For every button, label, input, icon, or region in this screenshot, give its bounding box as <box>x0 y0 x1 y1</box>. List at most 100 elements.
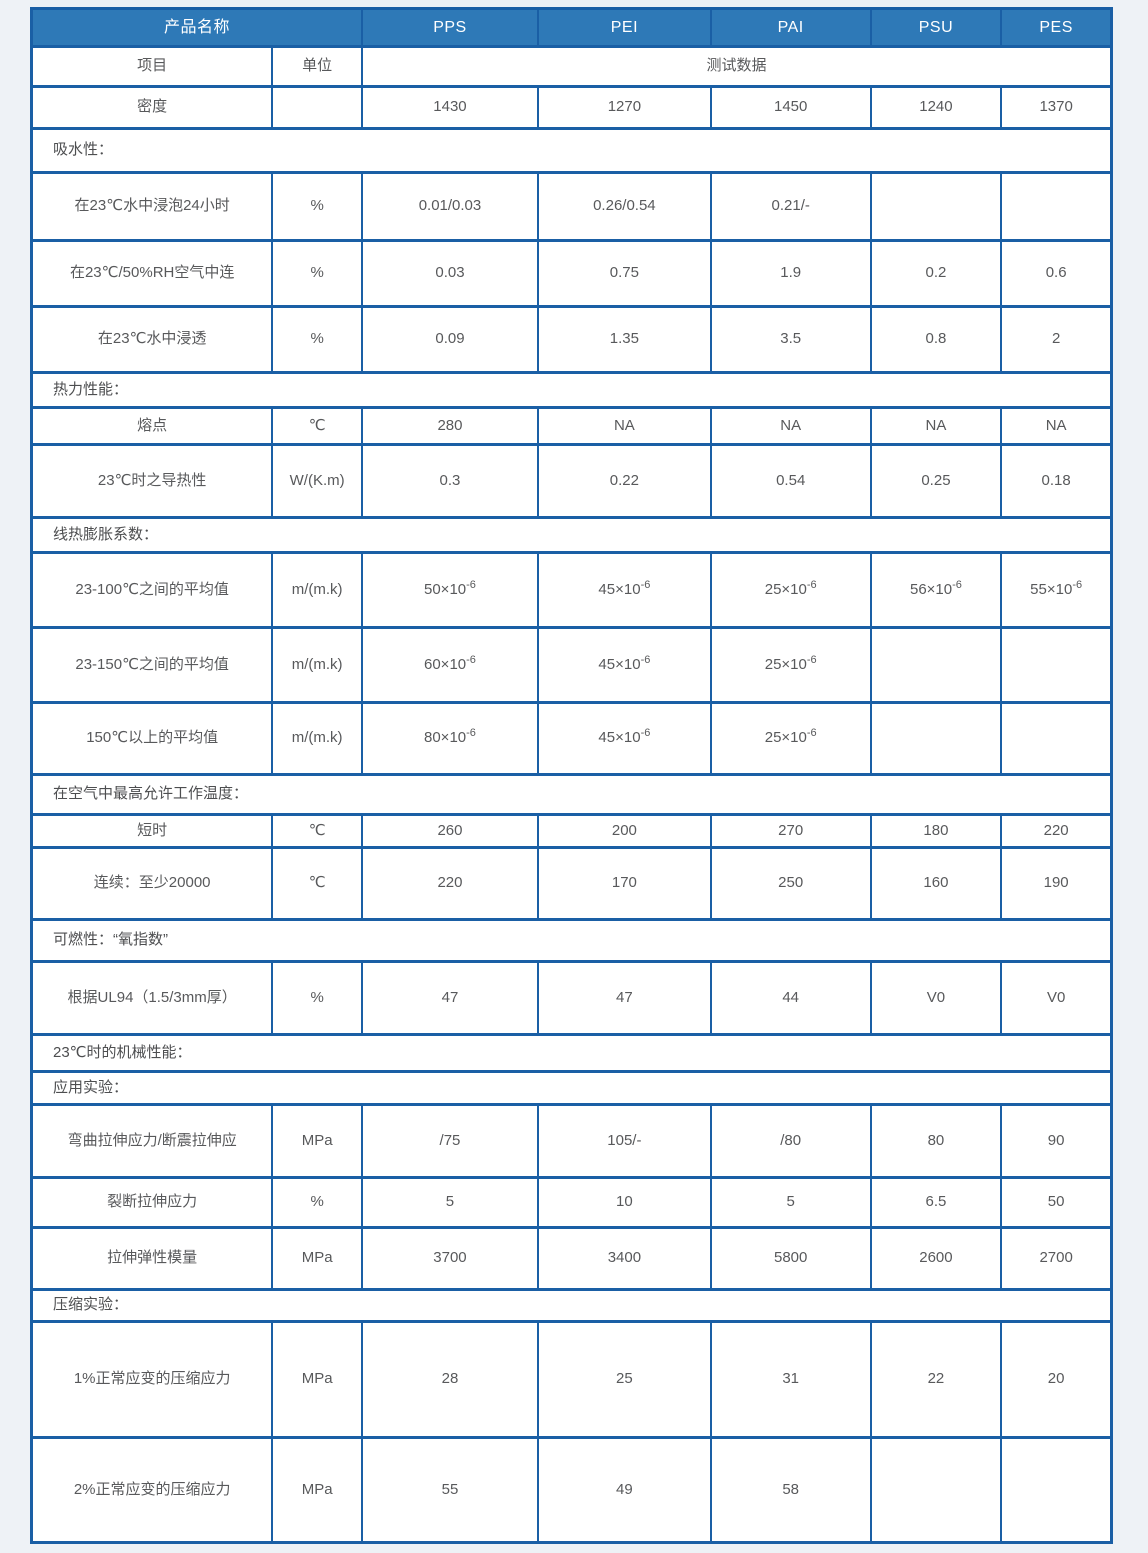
value-cell: /75 <box>360 1103 539 1179</box>
unit-cell: ℃ <box>271 813 363 849</box>
section-label: 应用实验： <box>30 1070 1113 1106</box>
value-cell: 25 <box>536 1320 712 1439</box>
value-cell: 180 <box>869 813 1003 849</box>
value-cell: 50 <box>1000 1176 1113 1229</box>
value-cell: 160 <box>869 846 1003 921</box>
section-label: 23℃时的机械性能： <box>30 1033 1113 1073</box>
unit-cell: m/(m.k) <box>271 551 363 629</box>
value-cell: 200 <box>536 813 712 849</box>
data-row: 在23℃水中浸泡24小时% 0.01/0.03 0.26/0.54 0.21/- <box>30 171 1113 242</box>
value-cell: 6.5 <box>869 1176 1003 1229</box>
row-label: 弯曲拉伸应力/断震拉伸应 <box>30 1103 274 1179</box>
row-label: 拉伸弹性模量 <box>30 1226 274 1291</box>
section-label: 在空气中最高允许工作温度： <box>30 773 1113 816</box>
test-data-header-cell: 测试数据 <box>360 45 1113 88</box>
data-row: 裂断拉伸应力% 5 10 5 6.5 50 <box>30 1176 1113 1229</box>
value-cell: 2 <box>1000 305 1113 374</box>
value-cell: 1370 <box>1000 85 1113 130</box>
value-cell: 31 <box>709 1320 872 1439</box>
product-name-cell: PEI <box>536 7 712 48</box>
value-cell: 49 <box>536 1436 712 1544</box>
section-row: 23℃时的机械性能： <box>30 1033 1113 1073</box>
value-cell: 80 <box>869 1103 1003 1179</box>
data-row: 密度 1430 1270 1450 1240 1370 <box>30 85 1113 130</box>
value-cell: 170 <box>536 846 712 921</box>
unit-cell: m/(m.k) <box>271 626 363 704</box>
data-row: 熔点 ℃ 280 NA NA NA NA <box>30 406 1113 446</box>
value-cell: 10 <box>536 1176 712 1229</box>
product-name-cell: PES <box>1000 7 1113 48</box>
value-cell: 25×10-6 <box>709 551 872 629</box>
unit-cell: ℃ <box>271 406 363 446</box>
value-cell: NA <box>1000 406 1113 446</box>
value-cell: 45×10-6 <box>536 626 712 704</box>
section-row: 应用实验： <box>30 1070 1113 1106</box>
row-label: 23-150℃之间的平均值 <box>30 626 274 704</box>
value-cell: NA <box>536 406 712 446</box>
row-label: 23-100℃之间的平均值 <box>30 551 274 629</box>
value-cell: 58 <box>709 1436 872 1544</box>
unit-cell <box>271 85 363 130</box>
value-cell <box>869 1436 1003 1544</box>
value-cell: 47 <box>360 960 539 1036</box>
products-header-row: 产品名称 PPS PEI PAI PSU PES <box>30 7 1113 48</box>
value-cell: 1450 <box>709 85 872 130</box>
value-cell: 1.9 <box>709 239 872 308</box>
value-cell: 0.26/0.54 <box>536 171 712 242</box>
unit-cell: MPa <box>271 1226 363 1291</box>
value-cell: 45×10-6 <box>536 701 712 776</box>
value-cell: 0.22 <box>536 443 712 519</box>
value-cell: 3700 <box>360 1226 539 1291</box>
value-cell: 45×10-6 <box>536 551 712 629</box>
data-row: 在23℃水中浸透% 0.09 1.35 3.5 0.8 2 <box>30 305 1113 374</box>
value-cell: 3.5 <box>709 305 872 374</box>
value-cell: /80 <box>709 1103 872 1179</box>
value-cell: 3400 <box>536 1226 712 1291</box>
product-name-cell: PAI <box>709 7 872 48</box>
value-cell: 0.21/- <box>709 171 872 242</box>
data-row: 短时 ℃ 260 200 270 180 220 <box>30 813 1113 849</box>
value-cell: 270 <box>709 813 872 849</box>
row-label: 短时 <box>30 813 274 849</box>
value-cell: 22 <box>869 1320 1003 1439</box>
data-row: 23-150℃之间的平均值 m/(m.k) 60×10-6 45×10-6 25×10-… <box>30 626 1113 704</box>
items-header-cell: 项目 <box>30 45 274 88</box>
value-cell: NA <box>709 406 872 446</box>
value-cell: 0.3 <box>360 443 539 519</box>
value-cell: 1240 <box>869 85 1003 130</box>
unit-cell: MPa <box>271 1103 363 1179</box>
value-cell: 0.75 <box>536 239 712 308</box>
unit-cell: % <box>271 171 363 242</box>
section-row: 压缩实验： <box>30 1288 1113 1323</box>
value-cell: 5 <box>360 1176 539 1229</box>
value-cell: 47 <box>536 960 712 1036</box>
data-row: 连续：至少20000 ℃ 220 170 250 160 190 <box>30 846 1113 921</box>
unit-cell: W/(K.m) <box>271 443 363 519</box>
product-name-cell: PSU <box>869 7 1003 48</box>
value-cell: 280 <box>360 406 539 446</box>
value-cell: 0.03 <box>360 239 539 308</box>
row-label: 在23℃水中浸透 <box>30 305 274 374</box>
unit-cell: % <box>271 960 363 1036</box>
value-cell: 1.35 <box>536 305 712 374</box>
data-row: 2%正常应变的压缩应力 MPa 55 49 58 <box>30 1436 1113 1544</box>
value-cell: 2700 <box>1000 1226 1113 1291</box>
value-cell: 55×10-6 <box>1000 551 1113 629</box>
value-cell <box>869 626 1003 704</box>
value-cell: 20 <box>1000 1320 1113 1439</box>
data-row: 150℃以上的平均值 m/(m.k) 80×10-6 45×10-6 25×10-6 <box>30 701 1113 776</box>
value-cell: 220 <box>1000 813 1113 849</box>
row-label: 根据UL94（1.5/3mm厚） <box>30 960 274 1036</box>
value-cell: 0.8 <box>869 305 1003 374</box>
section-row: 吸水性： <box>30 127 1113 174</box>
value-cell: 5800 <box>709 1226 872 1291</box>
value-cell: 0.01/0.03 <box>360 171 539 242</box>
value-cell: 0.6 <box>1000 239 1113 308</box>
value-cell: 55 <box>360 1436 539 1544</box>
value-cell: 250 <box>709 846 872 921</box>
products-title-cell: 产品名称 <box>30 7 363 48</box>
row-label: 150℃以上的平均值 <box>30 701 274 776</box>
value-cell: NA <box>869 406 1003 446</box>
unit-cell: m/(m.k) <box>271 701 363 776</box>
